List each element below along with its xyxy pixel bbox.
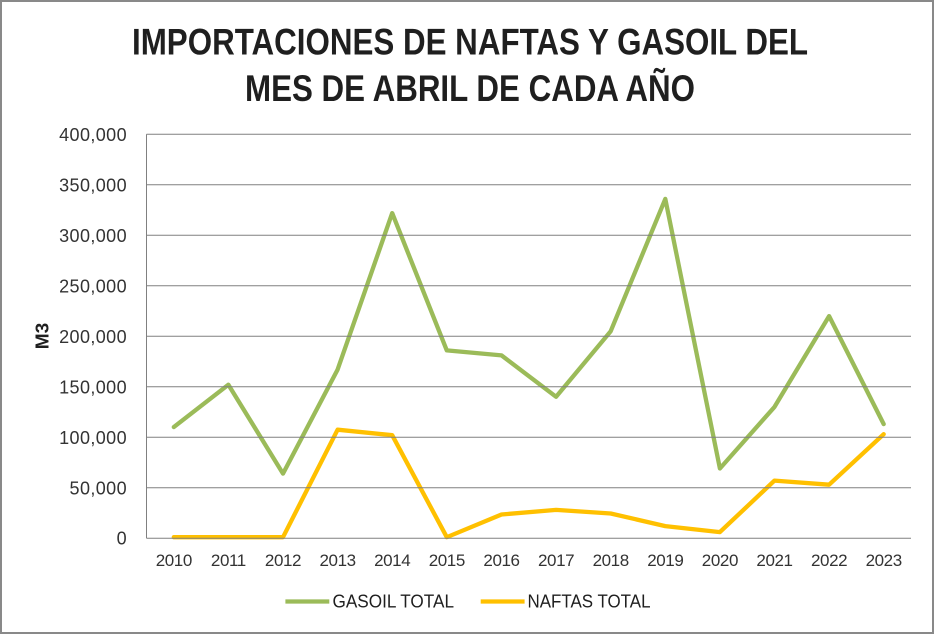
svg-text:MES DE ABRIL DE CADA AÑO: MES DE ABRIL DE CADA AÑO <box>245 67 695 109</box>
svg-text:2022: 2022 <box>811 551 847 570</box>
svg-text:2018: 2018 <box>593 551 629 570</box>
svg-text:2011: 2011 <box>211 551 246 570</box>
svg-text:200,000: 200,000 <box>59 327 127 347</box>
svg-text:250,000: 250,000 <box>59 276 127 296</box>
svg-text:2021: 2021 <box>756 551 792 570</box>
svg-text:2016: 2016 <box>483 551 519 570</box>
svg-text:350,000: 350,000 <box>59 175 127 195</box>
svg-text:NAFTAS TOTAL: NAFTAS TOTAL <box>528 592 651 612</box>
svg-text:M3: M3 <box>32 323 52 350</box>
svg-text:300,000: 300,000 <box>59 226 127 246</box>
svg-text:50,000: 50,000 <box>70 478 127 498</box>
svg-text:2013: 2013 <box>319 551 355 570</box>
svg-text:100,000: 100,000 <box>59 428 127 448</box>
svg-text:2020: 2020 <box>702 551 738 570</box>
svg-text:2012: 2012 <box>265 551 301 570</box>
svg-text:2017: 2017 <box>538 551 574 570</box>
svg-text:IMPORTACIONES DE NAFTAS Y GASO: IMPORTACIONES DE NAFTAS Y GASOIL DEL <box>132 22 808 63</box>
svg-text:2010: 2010 <box>156 551 192 570</box>
svg-text:0: 0 <box>117 529 127 549</box>
svg-text:2014: 2014 <box>374 551 410 570</box>
svg-text:GASOIL TOTAL: GASOIL TOTAL <box>333 592 455 612</box>
svg-text:2019: 2019 <box>647 551 683 570</box>
svg-text:400,000: 400,000 <box>59 125 127 145</box>
svg-text:2015: 2015 <box>429 551 465 570</box>
svg-text:2023: 2023 <box>866 551 902 570</box>
svg-text:150,000: 150,000 <box>59 377 127 397</box>
